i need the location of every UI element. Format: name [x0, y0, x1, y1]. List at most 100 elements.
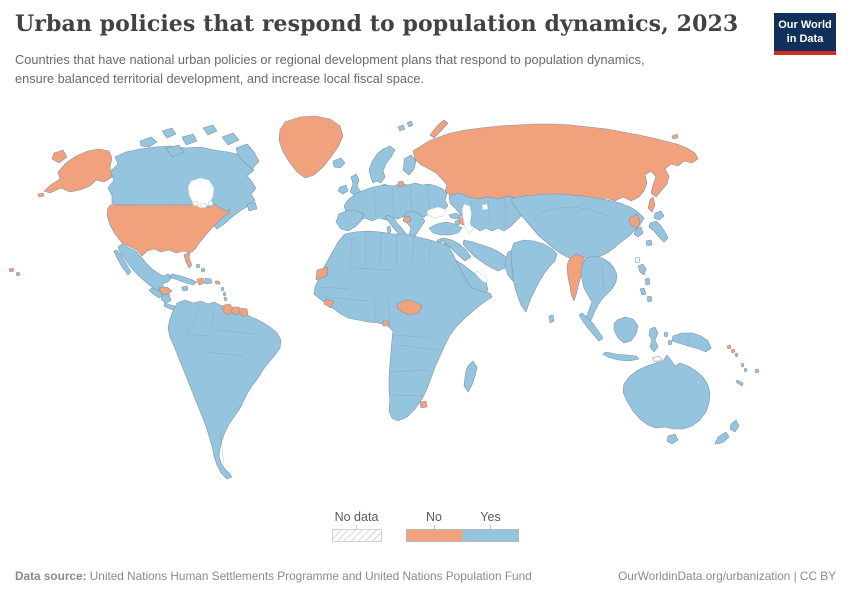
- country-united-states[interactable]: [106, 203, 231, 269]
- country-iran[interactable]: [462, 239, 511, 272]
- country-indonesia[interactable]: [667, 339, 673, 346]
- country-equatorial-guinea[interactable]: [382, 320, 390, 327]
- country-indonesia[interactable]: [578, 312, 604, 342]
- country-svalbard[interactable]: [406, 120, 414, 128]
- country-canada[interactable]: [165, 144, 185, 158]
- country-lesser-antilles[interactable]: [222, 291, 227, 297]
- country-madagascar[interactable]: [463, 360, 478, 393]
- country-suriname[interactable]: [230, 306, 242, 316]
- country-french-guiana[interactable]: [238, 307, 249, 318]
- country-south-america[interactable]: [167, 299, 282, 480]
- country-canada[interactable]: [202, 124, 218, 136]
- country-georgia[interactable]: [448, 212, 462, 220]
- country-china-mongolia[interactable]: [511, 193, 645, 261]
- country-russia[interactable]: [671, 133, 679, 140]
- country-taiwan[interactable]: [634, 256, 641, 264]
- data-source-text: United Nations Human Settlements Program…: [86, 569, 532, 583]
- country-central-african-republic[interactable]: [396, 299, 423, 316]
- country-indonesia[interactable]: [648, 326, 659, 353]
- country-svalbard[interactable]: [397, 124, 406, 132]
- country-japan[interactable]: [648, 220, 669, 243]
- country-india[interactable]: [510, 239, 558, 313]
- country-lesser-antilles[interactable]: [220, 286, 225, 292]
- country-bahamas[interactable]: [200, 267, 206, 273]
- country-lesotho[interactable]: [419, 400, 428, 409]
- country-ireland[interactable]: [337, 184, 349, 195]
- legend-label-no-data: No data: [334, 510, 379, 524]
- country-vanuatu[interactable]: [740, 362, 745, 368]
- country-united-states[interactable]: [15, 271, 21, 277]
- country-united-states[interactable]: [43, 148, 113, 194]
- country-italy[interactable]: [386, 225, 392, 234]
- country-united-states[interactable]: [51, 149, 68, 164]
- country-north-macedonia[interactable]: [402, 215, 412, 224]
- owid-logo[interactable]: Our World in Data: [774, 13, 836, 55]
- country-estonia[interactable]: [397, 180, 405, 188]
- country-sierra-leone[interactable]: [323, 298, 335, 309]
- country-turkey[interactable]: [428, 221, 463, 236]
- country-jamaica[interactable]: [181, 285, 189, 292]
- country-canada[interactable]: [139, 136, 158, 148]
- country-timor-leste[interactable]: [651, 355, 663, 363]
- country-sri-lanka[interactable]: [548, 314, 555, 324]
- country-armenia[interactable]: [454, 219, 461, 226]
- country-russia[interactable]: [412, 123, 699, 202]
- country-greenland[interactable]: [278, 115, 344, 179]
- country-australia[interactable]: [666, 433, 679, 445]
- country-new-caledonia[interactable]: [735, 379, 744, 387]
- country-indochina[interactable]: [580, 255, 618, 325]
- country-nicaragua[interactable]: [160, 293, 172, 304]
- country-iberia[interactable]: [335, 209, 365, 232]
- country-philippines[interactable]: [639, 287, 647, 296]
- country-myanmar[interactable]: [566, 253, 587, 302]
- country-australia[interactable]: [622, 354, 711, 430]
- country-mexico[interactable]: [117, 243, 173, 294]
- country-scandinavia[interactable]: [368, 145, 396, 184]
- country-philippines[interactable]: [644, 277, 651, 286]
- country-indonesia[interactable]: [602, 351, 640, 362]
- country-new-guinea[interactable]: [671, 332, 712, 353]
- country-russia[interactable]: [429, 119, 449, 139]
- country-levant-iraq[interactable]: [439, 237, 472, 262]
- country-indonesia[interactable]: [663, 331, 669, 338]
- country-solomon-islands[interactable]: [726, 344, 732, 350]
- country-south-korea[interactable]: [633, 226, 644, 238]
- country-canada[interactable]: [235, 143, 260, 170]
- country-new-zealand[interactable]: [714, 431, 730, 445]
- country-canada[interactable]: [221, 132, 240, 146]
- legend-swatch-yes[interactable]: [461, 529, 519, 542]
- country-vanuatu[interactable]: [743, 367, 748, 373]
- legend-label-yes: Yes: [480, 510, 501, 524]
- country-canada[interactable]: [181, 133, 198, 146]
- country-guyana[interactable]: [221, 303, 234, 316]
- country-dominican-republic[interactable]: [204, 277, 213, 285]
- country-western-sahara[interactable]: [315, 266, 329, 281]
- legend-swatch-no-data[interactable]: [331, 529, 382, 542]
- country-indonesia[interactable]: [613, 316, 639, 344]
- country-finland[interactable]: [402, 154, 417, 176]
- country-mexico[interactable]: [113, 249, 132, 276]
- country-puerto-rico[interactable]: [214, 280, 221, 285]
- owid-link[interactable]: OurWorldinData.org/urbanization | CC BY: [618, 569, 836, 583]
- country-new-zealand[interactable]: [729, 419, 740, 433]
- country-russia[interactable]: [647, 196, 656, 213]
- country-solomon-islands[interactable]: [734, 352, 739, 358]
- country-cuba[interactable]: [168, 273, 198, 286]
- legend-swatch-no[interactable]: [405, 529, 463, 542]
- country-haiti[interactable]: [196, 277, 206, 286]
- country-japan[interactable]: [653, 210, 665, 221]
- country-lesser-antilles[interactable]: [223, 296, 228, 302]
- country-solomon-islands[interactable]: [730, 348, 736, 354]
- country-philippines[interactable]: [637, 263, 647, 276]
- country-philippines[interactable]: [646, 295, 653, 303]
- country-canada[interactable]: [161, 127, 177, 139]
- country-honduras[interactable]: [158, 286, 173, 296]
- country-guatemala[interactable]: [148, 287, 164, 299]
- country-fiji[interactable]: [754, 368, 760, 374]
- country-bahamas[interactable]: [195, 263, 201, 269]
- country-iceland[interactable]: [332, 157, 346, 169]
- country-united-states[interactable]: [8, 267, 15, 273]
- country-japan[interactable]: [645, 239, 653, 247]
- country-united-states[interactable]: [37, 192, 45, 198]
- country-canada[interactable]: [246, 201, 258, 212]
